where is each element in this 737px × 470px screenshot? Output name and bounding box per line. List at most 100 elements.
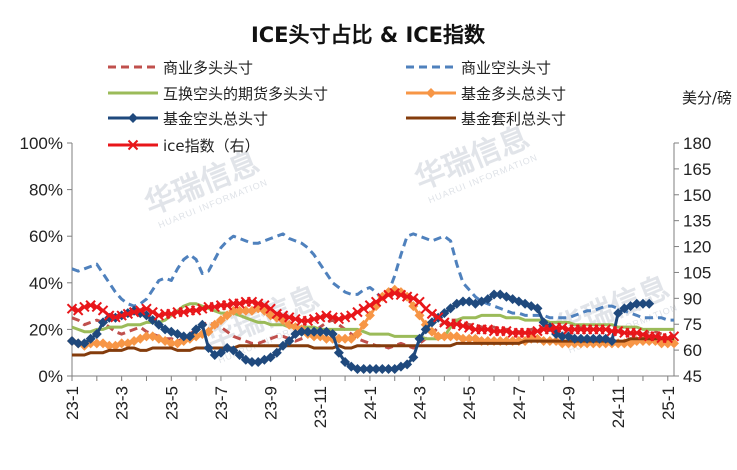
series-fund-long-point xyxy=(340,333,351,344)
series-ice-index-point xyxy=(370,296,382,307)
series-fund-long-point xyxy=(166,338,177,349)
series-ice-index-point xyxy=(631,327,642,339)
series-ice-index-point xyxy=(178,306,189,318)
series-fund-short-point xyxy=(575,333,586,344)
series-ice-index-point xyxy=(308,313,320,325)
series-fund-short-point xyxy=(532,303,543,314)
x-tick-label: 24-5 xyxy=(460,386,479,420)
series-ice-index-point xyxy=(141,303,152,314)
series-fund-short-point xyxy=(191,324,202,335)
series-ice-index-point xyxy=(110,312,121,323)
series-fund-short-point xyxy=(302,326,313,337)
series-fund-short-point xyxy=(153,319,164,330)
series-ice-index-point xyxy=(482,324,494,335)
left-tick-label: 0% xyxy=(38,367,63,386)
series-ice-index-point xyxy=(209,301,220,313)
series-ice-index-point xyxy=(327,312,338,323)
series-commercial-short xyxy=(71,232,674,322)
right-axis-unit-label: 美分/磅 xyxy=(682,89,732,107)
series-ice-index-point xyxy=(383,289,394,301)
series-ice-index-point xyxy=(252,298,264,309)
series-ice-index-point xyxy=(147,306,158,318)
series-ice-index-point xyxy=(650,331,661,342)
series-ice-index-point xyxy=(153,310,165,321)
series-fund-short-point xyxy=(408,352,419,363)
series-ice-index-point xyxy=(122,308,134,320)
series-ice-index-point xyxy=(277,310,289,321)
series-fund-short-point xyxy=(352,364,363,375)
legend-item-swap-long: 互换空头的期货多头头寸 xyxy=(108,85,328,103)
axes: 0% 20% 40% 60% 80% 100% 45 60 75 90 105 120 135 150 16… xyxy=(20,134,712,428)
series-ice-index-point xyxy=(91,301,103,313)
series-fund-short-point xyxy=(383,364,394,375)
series-ice-index-point xyxy=(259,300,270,311)
series-ice-index-point xyxy=(246,296,258,307)
legend-item-commercial-long: 商业多头头寸 xyxy=(108,59,253,77)
series-ice-index-point xyxy=(271,308,283,320)
series-ice-index-point xyxy=(637,329,649,340)
series-fund-long-point xyxy=(215,315,226,326)
series-ice-index-point xyxy=(532,325,543,337)
series-ice-index-point xyxy=(85,300,96,311)
right-tick-label: 90 xyxy=(683,289,702,308)
series-ice-index-point xyxy=(128,306,140,318)
x-tick-label: 23-1 xyxy=(63,386,82,420)
series-fund-long-point xyxy=(222,310,233,321)
series-fund-short-point xyxy=(340,357,351,368)
series-ice-index-point xyxy=(234,298,245,309)
left-tick-label: 100% xyxy=(20,134,63,153)
series-ice-index-point xyxy=(66,303,78,314)
series-ice-index-point xyxy=(79,301,90,313)
right-tick-label: 45 xyxy=(683,367,702,386)
series-ice-index-point xyxy=(190,305,202,316)
series-fund-short-point xyxy=(73,338,84,349)
x-tick-label: 23-7 xyxy=(212,386,231,420)
right-tick-label: 180 xyxy=(683,134,711,153)
chart-title: ICE头寸占比 & ICE指数 xyxy=(251,23,486,47)
series-fund-short-point xyxy=(457,296,468,307)
series-fund-long-point xyxy=(346,333,357,344)
legend-label: 基金空头总头寸 xyxy=(163,110,268,128)
series-fund-short-point xyxy=(178,331,189,342)
legend-label: 商业空头头寸 xyxy=(461,59,551,77)
series-fund-short-point xyxy=(439,308,450,319)
series-ice-index-point xyxy=(451,319,462,330)
series-ice-index-point xyxy=(346,310,357,321)
legend-point xyxy=(127,139,139,151)
legend-label: 商业多头头寸 xyxy=(163,59,253,77)
legend-label: 基金多头总头寸 xyxy=(461,85,566,103)
series-fund-long-point xyxy=(321,333,332,344)
series-fund-short-point xyxy=(482,294,493,305)
series-fund-short-point xyxy=(215,347,226,358)
series-fund-short-point xyxy=(203,343,214,354)
series-ice-index-point xyxy=(104,310,115,321)
series-commercial-long xyxy=(71,316,663,350)
series-ice-index-point xyxy=(526,327,537,339)
series-ice-index-point xyxy=(333,313,345,325)
series-fund-long-point xyxy=(445,331,456,342)
right-tick-label: 150 xyxy=(683,186,711,205)
right-tick-label: 120 xyxy=(683,238,711,257)
series-fund-short-point xyxy=(147,315,158,326)
series-ice-index-point xyxy=(72,305,84,316)
series-ice-index-point xyxy=(395,289,407,301)
series-ice-index-point xyxy=(600,324,611,335)
series-fund-long-point xyxy=(116,338,127,349)
series-ice-index-point xyxy=(612,325,624,337)
legend-label: 互换空头的期货多头头寸 xyxy=(163,85,328,103)
series-fund-short-point xyxy=(184,331,195,342)
series-fund-long-point xyxy=(352,329,363,340)
series-fund-long-point xyxy=(358,319,369,330)
series-fund-long-point xyxy=(209,319,220,330)
series-fund-short-point xyxy=(271,347,282,358)
series-fund-short-point xyxy=(489,289,500,300)
series-ice-index-point xyxy=(221,300,233,311)
right-tick-label: 105 xyxy=(683,263,711,282)
series-ice-index-point xyxy=(166,308,177,320)
series-ice-index-point xyxy=(315,312,326,323)
left-tick-label: 60% xyxy=(29,227,63,246)
series-fund-short-point xyxy=(197,319,208,330)
x-tick-label: 25-1 xyxy=(659,386,678,420)
